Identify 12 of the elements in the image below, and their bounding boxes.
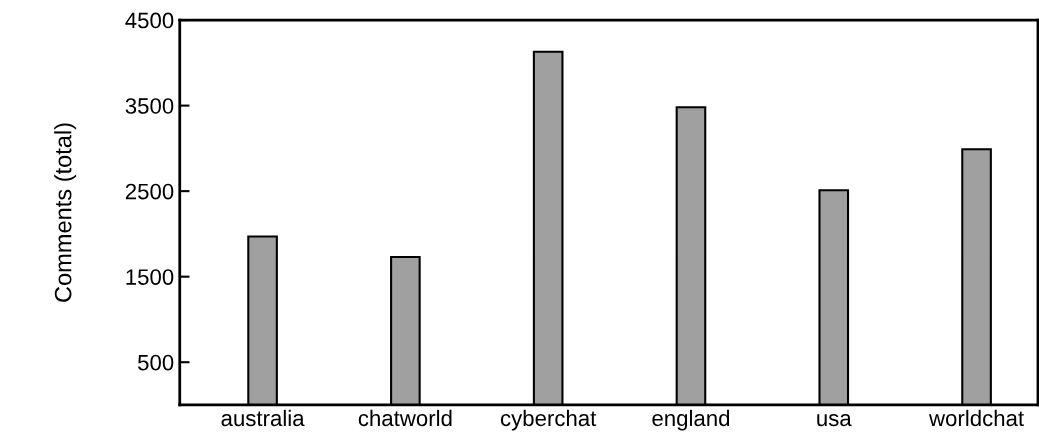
- y-axis-title: Comments (total): [54, 123, 77, 302]
- y-tick-label: 1500: [126, 269, 174, 285]
- y-tick-label: 4500: [125, 12, 174, 29]
- y-tick-label: 3500: [125, 98, 174, 114]
- y-tick-label: 500: [138, 354, 174, 371]
- y-tick-label: 2500: [125, 183, 174, 200]
- x-tick-label: cyberchat: [500, 409, 597, 431]
- x-tick-label: usa: [817, 413, 852, 427]
- x-tick-label: worldchat: [928, 409, 1024, 427]
- x-tick-label: england: [652, 409, 730, 431]
- x-tick-label: chatworld: [358, 409, 452, 427]
- x-tick-label: australia: [221, 409, 305, 427]
